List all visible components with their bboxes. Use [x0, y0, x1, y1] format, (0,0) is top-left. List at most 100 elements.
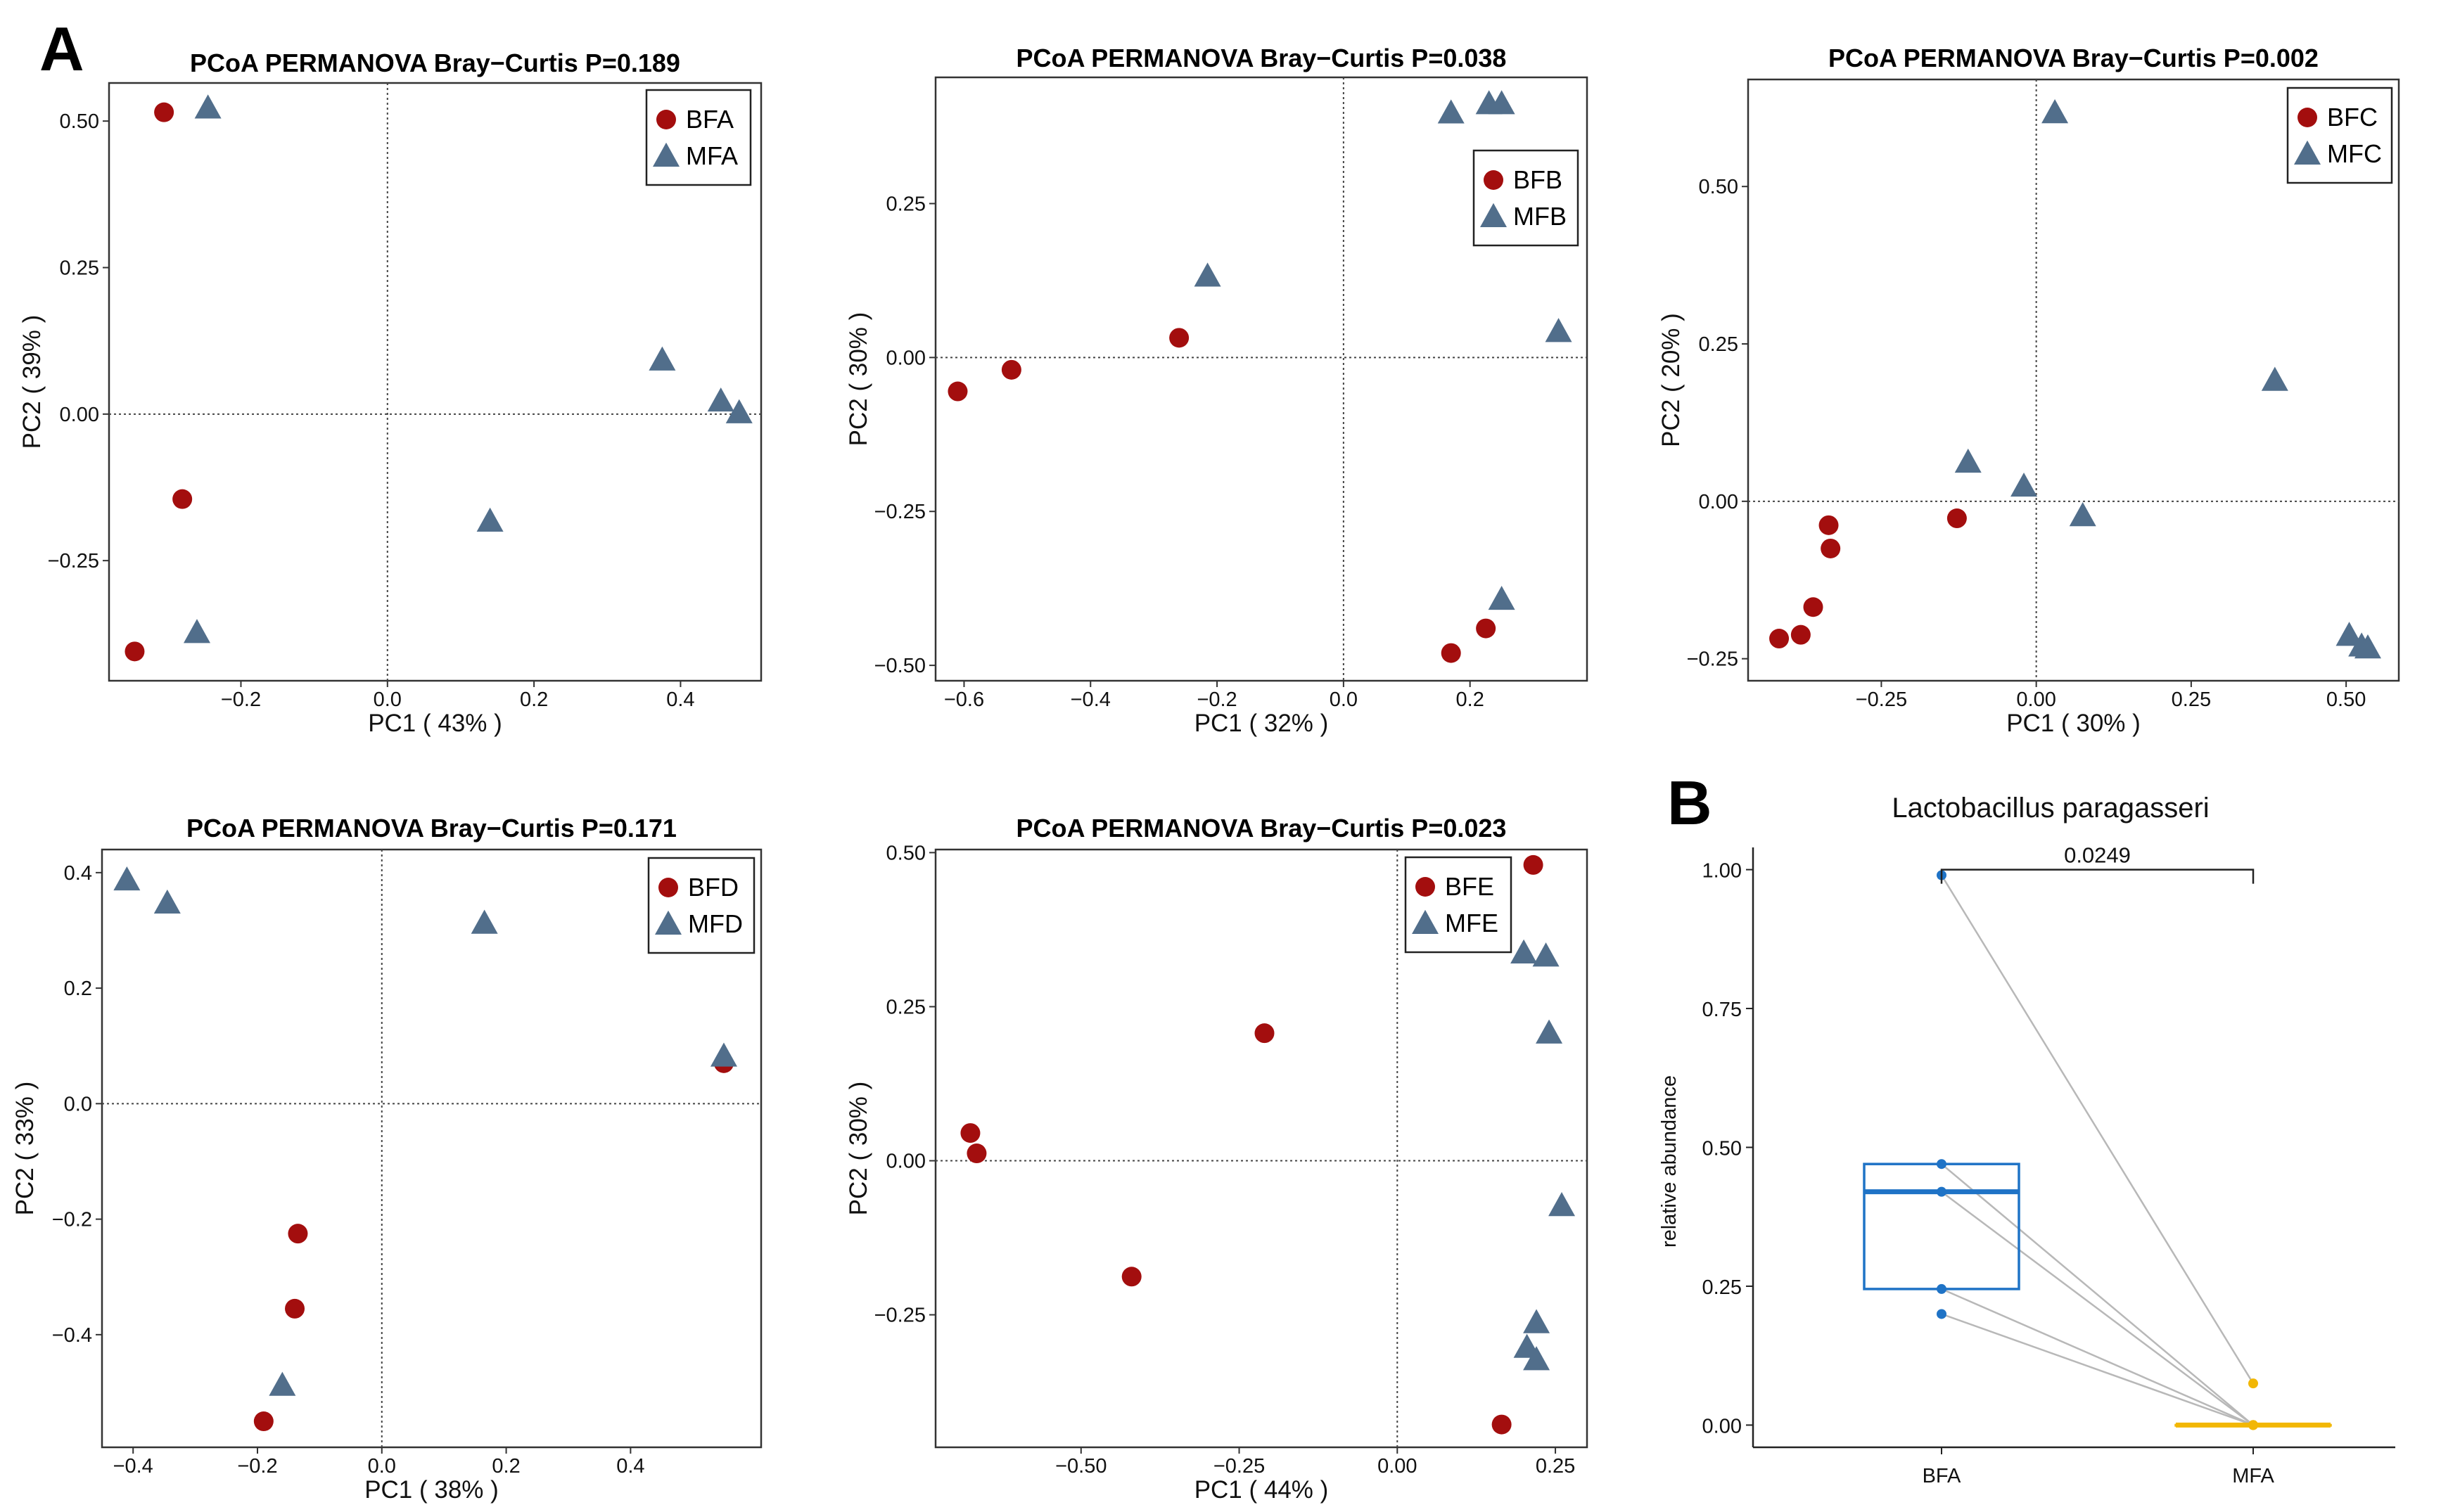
box-bfa — [1863, 1162, 2020, 1290]
pair-line — [1941, 1288, 2254, 1426]
point-mfa — [183, 619, 210, 643]
x-tick-label: −0.4 — [113, 1455, 153, 1478]
x-tick-label: −0.4 — [1071, 688, 1111, 711]
y-tick-label: 0.50 — [1702, 1138, 1742, 1160]
chart-title: PCoA PERMANOVA Bray−Curtis P=0.171 — [186, 814, 677, 843]
x-tick-label: 0.50 — [2326, 688, 2366, 711]
legend-label-1: BFB — [1513, 165, 1562, 194]
x-tick-label: 0.2 — [1456, 688, 1484, 711]
point-mfc — [2069, 502, 2096, 527]
x-axis-label: PC1 ( 32% ) — [1194, 710, 1329, 737]
point-mfe — [1532, 942, 1560, 967]
x-tick-label: 0.2 — [520, 688, 548, 711]
legend-marker-1 — [2298, 108, 2317, 127]
y-tick-label: 0.25 — [1702, 1276, 1742, 1299]
legend-marker-1 — [658, 878, 678, 897]
x-axis-label: PC1 ( 43% ) — [368, 710, 502, 737]
p-value-label: 0.0249 — [2064, 843, 2131, 868]
point-bfb — [1441, 643, 1461, 663]
point-mfa — [2248, 1378, 2258, 1389]
point-bfe — [1523, 854, 1543, 875]
x-axis-label: PC1 ( 44% ) — [1194, 1476, 1329, 1504]
point-mfa — [707, 387, 734, 412]
point-bfb — [948, 381, 968, 402]
y-tick-label: 0.50 — [1699, 176, 1738, 198]
point-mfb — [1488, 90, 1515, 115]
point-mfd — [471, 909, 498, 934]
point-mfa — [2248, 1420, 2258, 1430]
plot-frame — [108, 82, 763, 682]
y-axis-label: PC2 ( 30% ) — [845, 312, 872, 447]
point-bfc — [1946, 508, 1967, 529]
y-tick-label: 0.75 — [1702, 999, 1742, 1021]
legend-marker-2 — [653, 142, 680, 167]
y-tick-label: 0.25 — [1699, 333, 1738, 356]
point-bfe — [1491, 1414, 1512, 1435]
panel-label-b: B — [1667, 768, 1712, 838]
box-chart: Lactobacillus paragasseri 0.00 0.25 0.50 0.7… — [1658, 793, 2395, 1487]
point-bfd — [288, 1224, 308, 1244]
y-tick-label: −0.25 — [874, 501, 926, 523]
chart-title: PCoA PERMANOVA Bray−Curtis P=0.023 — [1016, 814, 1507, 843]
x-tick-label: 0.4 — [666, 688, 694, 711]
point-bfb — [1169, 328, 1190, 348]
legend-label-2: MFC — [2327, 139, 2382, 168]
y-axis-label: PC2 ( 30% ) — [845, 1082, 872, 1216]
x-tick-label: 0.0 — [368, 1455, 396, 1478]
y-tick-label: 0.25 — [886, 996, 926, 1018]
pair-line — [1941, 1313, 2254, 1426]
legend-marker-1 — [656, 110, 676, 129]
chart-title: PCoA PERMANOVA Bray−Curtis P=0.038 — [1016, 44, 1507, 72]
legend-label-2: MFE — [1445, 909, 1498, 937]
point-bfa — [1937, 1159, 1946, 1170]
point-mfa — [194, 94, 222, 119]
legend-label-1: BFC — [2327, 103, 2378, 132]
charts: PCoA PERMANOVA Bray−Curtis P=0.189 −0.2 0.… — [11, 44, 2400, 1504]
legend-marker-2 — [1480, 203, 1507, 227]
y-tick-label: 0.00 — [886, 1151, 926, 1173]
pcoa-chart-1: PCoA PERMANOVA Bray−Curtis P=0.189 −0.2 0.… — [18, 49, 763, 737]
point-mfb — [1437, 99, 1465, 124]
point-bfd — [285, 1298, 305, 1319]
significance-bracket — [1940, 869, 2255, 884]
point-bfc — [1818, 515, 1839, 535]
legend-marker-2 — [2294, 140, 2321, 165]
point-mfb — [1545, 318, 1572, 342]
y-tick-label: 0.25 — [886, 193, 926, 215]
y-axis-label: relative abundance — [1658, 1075, 1681, 1248]
y-tick-label: 1.00 — [1702, 860, 1742, 883]
point-bfe — [967, 1143, 987, 1164]
point-mfc — [2261, 366, 2288, 391]
pcoa-chart-3: PCoA PERMANOVA Bray−Curtis P=0.002 −0.25 0… — [1657, 44, 2400, 737]
point-mfe — [1536, 1019, 1563, 1044]
legend-label-1: BFE — [1445, 872, 1494, 901]
legend-box — [1404, 856, 1512, 954]
point-bfb — [1476, 618, 1496, 639]
y-tick-label: −0.2 — [52, 1209, 92, 1231]
point-mfa — [476, 507, 504, 532]
point-bfa — [154, 102, 174, 122]
x-tick-label: −0.25 — [1213, 1455, 1265, 1478]
y-tick-label: −0.25 — [874, 1305, 926, 1327]
y-tick-label: 0.50 — [886, 842, 926, 864]
point-mfd — [153, 889, 181, 914]
y-tick-label: 0.0 — [64, 1093, 92, 1115]
y-tick-label: −0.50 — [874, 655, 926, 677]
y-tick-label: 0.00 — [1702, 1415, 1742, 1437]
x-tick-label: −0.6 — [944, 688, 984, 711]
point-mfb — [1194, 262, 1221, 287]
legend-marker-1 — [1484, 170, 1503, 190]
pair-line — [1941, 1163, 2254, 1426]
pair-line — [1941, 1191, 2254, 1426]
point-bfe — [960, 1123, 981, 1143]
x-tick-label: −0.25 — [1856, 688, 1907, 711]
point-mfa — [649, 346, 676, 371]
x-tick-label: 0.25 — [2172, 688, 2211, 711]
y-tick-label: 0.25 — [60, 257, 99, 280]
plot-frame — [101, 848, 763, 1449]
point-bfe — [1121, 1267, 1142, 1287]
y-axis-label: PC2 ( 33% ) — [11, 1082, 39, 1216]
point-mfc — [2335, 622, 2363, 646]
point-mfa — [725, 399, 753, 423]
point-mfb — [1488, 585, 1515, 610]
